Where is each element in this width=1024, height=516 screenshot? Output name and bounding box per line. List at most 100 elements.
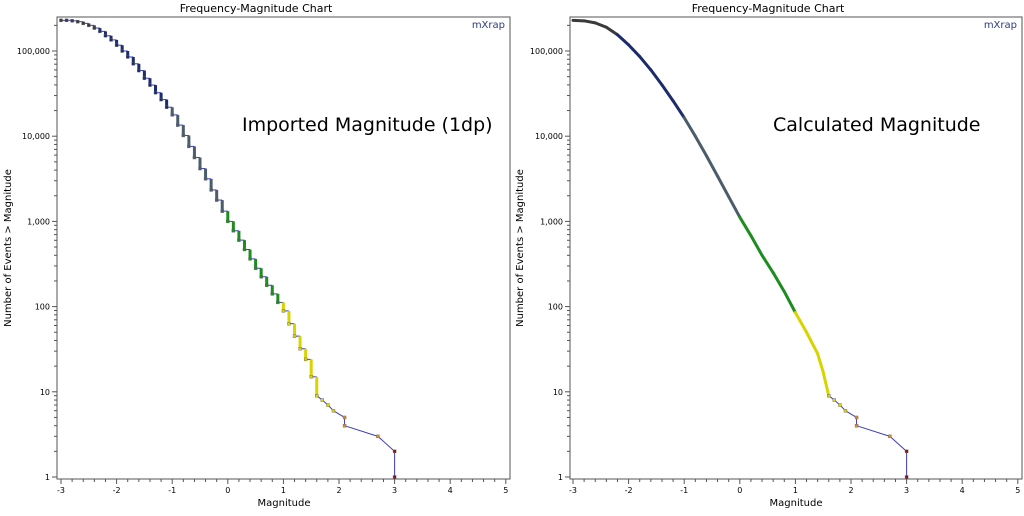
data-point [82,22,85,25]
data-point [376,435,379,438]
data-point [293,335,296,338]
x-tick-label: 4 [960,486,965,495]
curve-segment [773,273,784,292]
plot-frame [570,17,1022,479]
data-point [393,476,396,479]
curve-segment [695,136,706,156]
data-point [187,145,190,148]
y-tick-label: 1,000 [540,217,563,226]
data-point [126,55,129,58]
data-point [249,257,252,260]
curve-segment [751,236,762,256]
curve-segment [795,313,806,333]
data-point [287,322,290,325]
x-tick-label: -1 [168,486,176,495]
plot-frame [57,17,510,479]
data-point [199,167,202,170]
curve-segment [617,35,628,45]
data-point [171,113,174,116]
logo: mXrap [472,20,505,31]
data-point [260,275,263,278]
x-tick-label: 5 [1015,486,1020,495]
data-point [282,309,285,312]
data-point [833,399,836,402]
data-point [226,220,229,223]
curve-segment [684,118,695,137]
x-tick-label: -1 [680,486,688,495]
data-point [326,403,329,406]
data-point [93,27,96,30]
y-tick-label: 1 [558,473,563,482]
data-point [844,409,847,412]
data-point [855,416,858,419]
y-tick-label: 10,000 [535,132,563,141]
data-point [193,156,196,159]
curve-segment [784,292,795,313]
data-point [176,124,179,127]
chart-title: Frequency-Magnitude Chart [692,2,845,15]
tail-segment [823,372,829,396]
tail-segment [890,436,907,451]
x-tick-label: 2 [848,486,853,495]
tail-segment [345,426,378,437]
data-point [905,476,908,479]
x-tick-label: 1 [281,486,286,495]
data-point [905,450,908,453]
data-point [104,34,107,37]
x-tick-label: -3 [57,486,65,495]
logo: mXrap [984,20,1017,31]
x-tick-label: 1 [793,486,798,495]
y-tick-label: 1 [45,473,50,482]
x-tick-label: 3 [904,486,909,495]
data-point [827,394,830,397]
y-axis-label: Number of Events > Magnitude [3,169,14,327]
x-axis-label: Magnitude [258,498,311,509]
x-tick-label: 4 [448,486,453,495]
y-tick-label: 1,000 [27,217,50,226]
data-point [855,424,858,427]
curve-segment [762,255,773,272]
curve-segment [706,156,717,176]
data-point [838,403,841,406]
data-point [332,409,335,412]
y-tick-label: 100,000 [530,47,563,56]
data-point [76,20,79,23]
x-tick-label: -2 [113,486,121,495]
data-point [221,210,224,213]
data-point [132,62,135,65]
curve-segment [651,70,662,85]
curve-segment [729,197,740,218]
curve-segment [807,332,818,353]
data-point [60,19,63,22]
curve-segment [584,21,595,23]
data-point [299,347,302,350]
x-tick-label: -2 [625,486,633,495]
curve-segment [606,27,617,35]
chart-svg: Frequency-Magnitude Chart mXrap Calculat… [512,0,1024,512]
data-point [276,301,279,304]
data-point [121,50,124,53]
data-point [888,435,891,438]
data-point [137,69,140,72]
data-point [110,38,113,41]
data-point [254,267,257,270]
y-axis-label: Number of Events > Magnitude [515,169,526,327]
data-point [343,424,346,427]
data-point [87,24,90,27]
chart-calculated-magnitude: Frequency-Magnitude Chart mXrap Calculat… [512,0,1024,512]
data-point [243,248,246,251]
chart-title: Frequency-Magnitude Chart [180,2,333,15]
curve-segment [629,45,640,57]
data-point [310,375,313,378]
data-point [343,416,346,419]
data-point [237,239,240,242]
y-tick-label: 100 [35,303,50,312]
tail-segment [857,426,890,437]
y-tick-label: 100 [548,303,563,312]
data-point [160,98,163,101]
x-axis-label: Magnitude [770,498,823,509]
data-point [143,77,146,80]
curve-segment [595,23,606,27]
data-point [315,394,318,397]
data-point [393,450,396,453]
